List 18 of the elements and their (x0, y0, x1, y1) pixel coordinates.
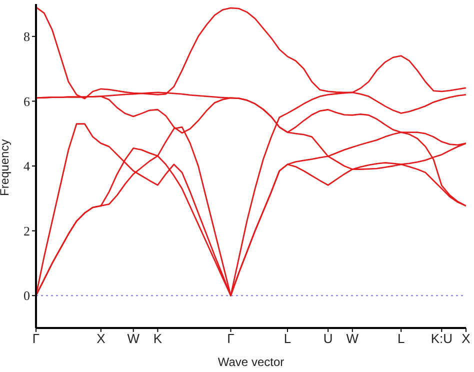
y-axis-title: Frequency (0, 139, 12, 196)
y-tick-label: 6 (24, 94, 30, 109)
y-tick-label: 8 (24, 29, 30, 44)
x-tick-label: U (323, 331, 333, 346)
y-tick-label: 2 (24, 223, 30, 238)
x-tick-label: K:U (430, 331, 452, 346)
y-tick-label: 0 (24, 288, 30, 304)
x-tick-label: Γ (32, 331, 40, 346)
x-tick-label: K (153, 331, 162, 346)
x-tick-label: L (397, 331, 405, 346)
x-tick-label: W (346, 331, 360, 346)
x-tick-label: W (127, 331, 140, 346)
y-tick-label: 4 (24, 158, 30, 174)
x-tick-label: X (96, 331, 106, 346)
x-axis-title: Wave vector (218, 355, 284, 369)
x-tick-label: Γ (227, 331, 234, 346)
x-tick-label: X (462, 331, 471, 346)
x-tick-label: L (284, 331, 292, 346)
